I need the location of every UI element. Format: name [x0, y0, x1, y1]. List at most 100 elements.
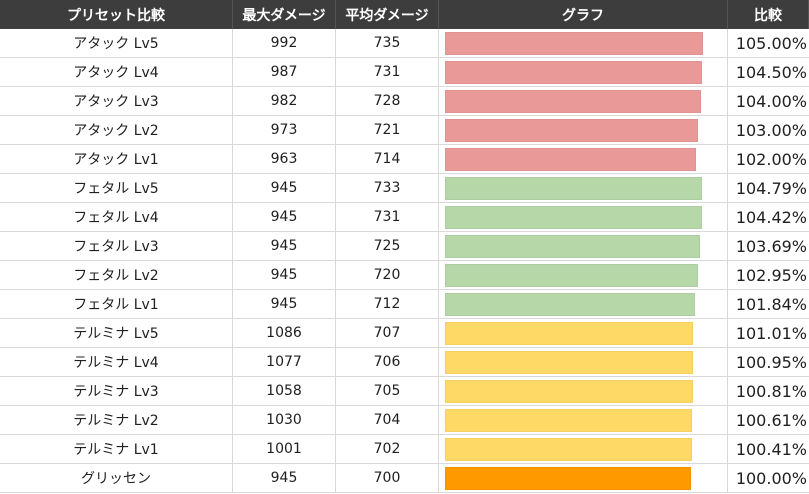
header-ratio[interactable]: 比較: [728, 0, 809, 29]
graph-cell[interactable]: [439, 261, 728, 290]
avg-damage-cell[interactable]: 733: [336, 174, 439, 203]
preset-name-cell[interactable]: アタック Lv4: [0, 58, 233, 87]
graph-cell[interactable]: [439, 203, 728, 232]
max-damage-cell[interactable]: 945: [233, 203, 336, 232]
graph-cell[interactable]: [439, 87, 728, 116]
ratio-cell[interactable]: 100.00%: [728, 464, 809, 493]
max-damage-cell[interactable]: 982: [233, 87, 336, 116]
preset-name-cell[interactable]: テルミナ Lv3: [0, 377, 233, 406]
graph-cell[interactable]: [439, 319, 728, 348]
avg-damage-cell[interactable]: 700: [336, 464, 439, 493]
graph-cell[interactable]: [439, 58, 728, 87]
avg-damage-cell[interactable]: 704: [336, 406, 439, 435]
preset-name-cell[interactable]: フェタル Lv4: [0, 203, 233, 232]
ratio-bar: [445, 437, 692, 461]
max-damage-cell[interactable]: 1030: [233, 406, 336, 435]
avg-damage-cell[interactable]: 731: [336, 58, 439, 87]
ratio-cell[interactable]: 100.61%: [728, 406, 809, 435]
header-preset[interactable]: プリセット比較: [0, 0, 233, 29]
max-damage-cell[interactable]: 945: [233, 174, 336, 203]
ratio-bar: [445, 350, 693, 374]
max-damage-cell[interactable]: 987: [233, 58, 336, 87]
graph-cell[interactable]: [439, 232, 728, 261]
avg-damage-cell[interactable]: 702: [336, 435, 439, 464]
max-damage-cell[interactable]: 945: [233, 261, 336, 290]
ratio-bar: [445, 234, 700, 258]
ratio-bar: [445, 379, 693, 403]
graph-cell[interactable]: [439, 290, 728, 319]
graph-cell[interactable]: [439, 348, 728, 377]
ratio-cell[interactable]: 104.42%: [728, 203, 809, 232]
header-max-damage[interactable]: 最大ダメージ: [233, 0, 336, 29]
ratio-cell[interactable]: 102.00%: [728, 145, 809, 174]
graph-cell[interactable]: [439, 116, 728, 145]
ratio-cell[interactable]: 101.84%: [728, 290, 809, 319]
ratio-bar: [445, 60, 702, 84]
ratio-bar: [445, 89, 701, 113]
ratio-bar: [445, 205, 702, 229]
ratio-bar: [445, 408, 692, 432]
ratio-bar: [445, 31, 703, 55]
avg-damage-cell[interactable]: 712: [336, 290, 439, 319]
graph-cell[interactable]: [439, 174, 728, 203]
avg-damage-cell[interactable]: 706: [336, 348, 439, 377]
ratio-cell[interactable]: 105.00%: [728, 29, 809, 58]
ratio-bar: [445, 147, 696, 171]
ratio-cell[interactable]: 104.79%: [728, 174, 809, 203]
avg-damage-cell[interactable]: 720: [336, 261, 439, 290]
ratio-cell[interactable]: 100.81%: [728, 377, 809, 406]
avg-damage-cell[interactable]: 714: [336, 145, 439, 174]
max-damage-cell[interactable]: 1086: [233, 319, 336, 348]
avg-damage-cell[interactable]: 721: [336, 116, 439, 145]
preset-name-cell[interactable]: フェタル Lv5: [0, 174, 233, 203]
header-graph[interactable]: グラフ: [439, 0, 728, 29]
preset-name-cell[interactable]: テルミナ Lv1: [0, 435, 233, 464]
max-damage-cell[interactable]: 1077: [233, 348, 336, 377]
max-damage-cell[interactable]: 1058: [233, 377, 336, 406]
preset-name-cell[interactable]: アタック Lv3: [0, 87, 233, 116]
graph-cell[interactable]: [439, 464, 728, 493]
avg-damage-cell[interactable]: 735: [336, 29, 439, 58]
preset-name-cell[interactable]: フェタル Lv1: [0, 290, 233, 319]
preset-name-cell[interactable]: アタック Lv5: [0, 29, 233, 58]
avg-damage-cell[interactable]: 731: [336, 203, 439, 232]
ratio-bar: [445, 263, 698, 287]
avg-damage-cell[interactable]: 725: [336, 232, 439, 261]
max-damage-cell[interactable]: 945: [233, 290, 336, 319]
preset-name-cell[interactable]: アタック Lv2: [0, 116, 233, 145]
preset-name-cell[interactable]: テルミナ Lv5: [0, 319, 233, 348]
ratio-cell[interactable]: 100.95%: [728, 348, 809, 377]
avg-damage-cell[interactable]: 707: [336, 319, 439, 348]
graph-cell[interactable]: [439, 145, 728, 174]
preset-name-cell[interactable]: アタック Lv1: [0, 145, 233, 174]
max-damage-cell[interactable]: 1001: [233, 435, 336, 464]
ratio-cell[interactable]: 103.00%: [728, 116, 809, 145]
ratio-cell[interactable]: 103.69%: [728, 232, 809, 261]
max-damage-cell[interactable]: 973: [233, 116, 336, 145]
preset-name-cell[interactable]: フェタル Lv2: [0, 261, 233, 290]
graph-cell[interactable]: [439, 29, 728, 58]
max-damage-cell[interactable]: 945: [233, 464, 336, 493]
ratio-bar: [445, 292, 695, 316]
ratio-bar: [445, 466, 691, 490]
ratio-cell[interactable]: 100.41%: [728, 435, 809, 464]
max-damage-cell[interactable]: 963: [233, 145, 336, 174]
avg-damage-cell[interactable]: 728: [336, 87, 439, 116]
header-avg-damage[interactable]: 平均ダメージ: [336, 0, 439, 29]
preset-name-cell[interactable]: フェタル Lv3: [0, 232, 233, 261]
ratio-cell[interactable]: 104.50%: [728, 58, 809, 87]
preset-name-cell[interactable]: テルミナ Lv2: [0, 406, 233, 435]
ratio-cell[interactable]: 104.00%: [728, 87, 809, 116]
avg-damage-cell[interactable]: 705: [336, 377, 439, 406]
max-damage-cell[interactable]: 992: [233, 29, 336, 58]
ratio-bar: [445, 118, 698, 142]
graph-cell[interactable]: [439, 406, 728, 435]
ratio-cell[interactable]: 101.01%: [728, 319, 809, 348]
preset-name-cell[interactable]: テルミナ Lv4: [0, 348, 233, 377]
graph-cell[interactable]: [439, 435, 728, 464]
preset-name-cell[interactable]: グリッセン: [0, 464, 233, 493]
graph-cell[interactable]: [439, 377, 728, 406]
ratio-cell[interactable]: 102.95%: [728, 261, 809, 290]
max-damage-cell[interactable]: 945: [233, 232, 336, 261]
